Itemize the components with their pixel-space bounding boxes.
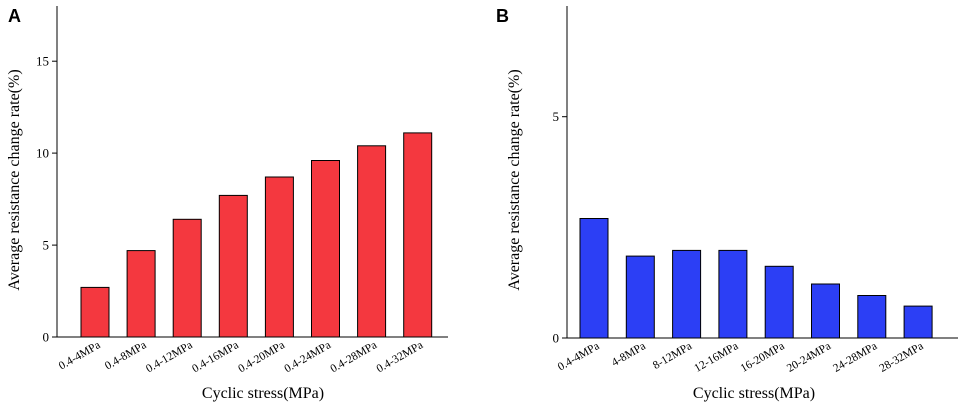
panel-b-bar xyxy=(718,249,748,339)
panel-a-bar xyxy=(403,132,433,338)
panel-b-bar xyxy=(857,295,887,339)
panel-a-category-label: 0.4-28MPa xyxy=(329,339,380,375)
panel-a-category-label: 0.4-32MPa xyxy=(375,339,426,375)
panel-b-category-label: 20-24MPa xyxy=(785,340,833,375)
panel-b-chart: B Average resistance change rate(%) Cycl… xyxy=(496,6,958,402)
panel-a-y-tick-label: 0 xyxy=(43,330,50,345)
panel-a-category-label: 0.4-16MPa xyxy=(190,339,241,375)
panel-b-category-label: 0.4-4MPa xyxy=(556,340,602,373)
panel-b-bar xyxy=(579,218,609,339)
panel-a-category-label: 0.4-4MPa xyxy=(57,339,103,372)
panel-a-chart: A Average resistance change rate(%) Cycl… xyxy=(6,6,448,402)
panel-b-y-axis-title: Average resistance change rate(%) xyxy=(506,69,523,290)
panel-a-y-tick-label: 10 xyxy=(36,146,49,161)
panel-a-category-label: 0.4-12MPa xyxy=(144,339,195,375)
panel-a-category-label: 0.4-8MPa xyxy=(103,339,149,372)
panel-b-bar xyxy=(764,265,794,339)
panel-a-bar xyxy=(311,160,340,338)
panel-a-bar xyxy=(172,218,202,338)
panel-b-x-axis-title: Cyclic stress(MPa) xyxy=(693,385,815,402)
panel-b-category-label: 8-12MPa xyxy=(651,340,694,372)
panel-b-bar xyxy=(811,283,840,339)
panel-b-y-tick-label: 0 xyxy=(553,331,560,346)
panel-a-bar xyxy=(126,250,156,338)
panel-a-bar xyxy=(264,176,294,338)
panel-b-bar xyxy=(903,305,933,339)
panel-a-bar xyxy=(218,194,248,338)
panel-b-category-label: 24-28MPa xyxy=(831,340,879,375)
panel-b-y-tick-label: 5 xyxy=(553,109,560,124)
panel-a-label: A xyxy=(8,6,21,26)
panel-b-bar xyxy=(672,249,702,339)
panel-a-y-tick-label: 15 xyxy=(36,54,49,69)
panel-b-category-label: 28-32MPa xyxy=(878,340,926,375)
panel-a-bar xyxy=(80,286,110,338)
panel-a-bar xyxy=(357,145,387,338)
panel-b-label: B xyxy=(496,6,509,26)
panel-b-category-label: 12-16MPa xyxy=(692,340,740,375)
panel-a-category-label: 0.4-24MPa xyxy=(282,339,333,375)
panel-a-y-axis-title: Average resistance change rate(%) xyxy=(6,69,23,290)
panel-a-category-label: 0.4-20MPa xyxy=(236,339,287,375)
panel-a-x-axis-title: Cyclic stress(MPa) xyxy=(202,385,324,402)
panel-b-bar xyxy=(625,255,655,339)
panel-a-y-tick-label: 5 xyxy=(43,238,50,253)
panel-b-category-label: 4-8MPa xyxy=(610,340,648,369)
panel-b-category-label: 16-20MPa xyxy=(739,340,787,375)
